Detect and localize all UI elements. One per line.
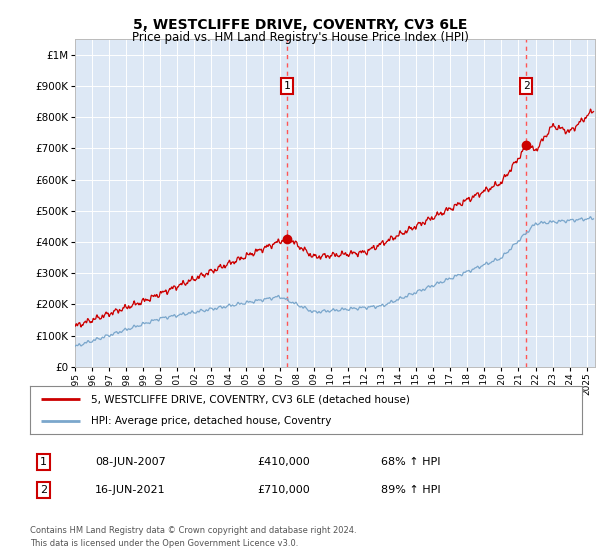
Text: 68% ↑ HPI: 68% ↑ HPI [381, 457, 440, 467]
Text: 08-JUN-2007: 08-JUN-2007 [95, 457, 166, 467]
Text: 5, WESTCLIFFE DRIVE, COVENTRY, CV3 6LE: 5, WESTCLIFFE DRIVE, COVENTRY, CV3 6LE [133, 18, 467, 32]
Text: 5, WESTCLIFFE DRIVE, COVENTRY, CV3 6LE (detached house): 5, WESTCLIFFE DRIVE, COVENTRY, CV3 6LE (… [91, 394, 410, 404]
Text: Price paid vs. HM Land Registry's House Price Index (HPI): Price paid vs. HM Land Registry's House … [131, 31, 469, 44]
Text: 2: 2 [40, 485, 47, 495]
Text: Contains HM Land Registry data © Crown copyright and database right 2024.
This d: Contains HM Land Registry data © Crown c… [30, 526, 356, 548]
Text: 1: 1 [40, 457, 47, 467]
Text: 1: 1 [284, 81, 290, 91]
Text: £710,000: £710,000 [257, 485, 310, 495]
Text: 16-JUN-2021: 16-JUN-2021 [95, 485, 166, 495]
Text: HPI: Average price, detached house, Coventry: HPI: Average price, detached house, Cove… [91, 416, 331, 426]
Text: 89% ↑ HPI: 89% ↑ HPI [381, 485, 440, 495]
Text: £410,000: £410,000 [257, 457, 310, 467]
Text: 2: 2 [523, 81, 530, 91]
